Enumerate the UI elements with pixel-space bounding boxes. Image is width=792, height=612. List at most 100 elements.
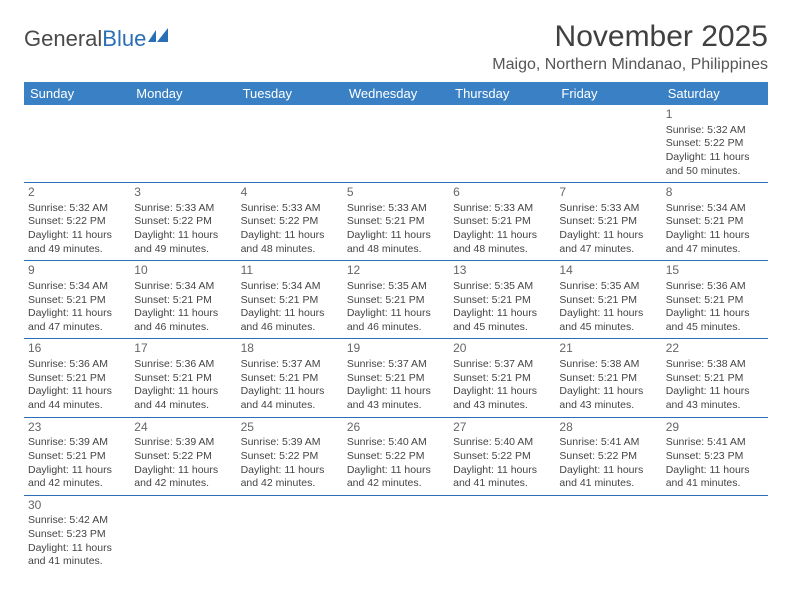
sunrise-line: Sunrise: 5:36 AM [134, 358, 232, 372]
empty-cell [343, 495, 449, 573]
sunset-line: Sunset: 5:22 PM [347, 450, 445, 464]
calendar-row: 1Sunrise: 5:32 AMSunset: 5:22 PMDaylight… [24, 105, 768, 183]
empty-cell [24, 105, 130, 183]
daylight-line: Daylight: 11 hours and 49 minutes. [28, 229, 126, 256]
weekday-header: Monday [130, 82, 236, 105]
day-number: 20 [453, 341, 551, 357]
sunset-line: Sunset: 5:21 PM [666, 294, 764, 308]
sunset-line: Sunset: 5:21 PM [559, 372, 657, 386]
daylight-line: Daylight: 11 hours and 47 minutes. [559, 229, 657, 256]
day-number: 16 [28, 341, 126, 357]
day-number: 27 [453, 420, 551, 436]
day-number: 18 [241, 341, 339, 357]
daylight-line: Daylight: 11 hours and 42 minutes. [241, 464, 339, 491]
day-cell: 15Sunrise: 5:36 AMSunset: 5:21 PMDayligh… [662, 261, 768, 339]
day-number: 4 [241, 185, 339, 201]
empty-cell [555, 495, 661, 573]
day-number: 21 [559, 341, 657, 357]
day-number: 19 [347, 341, 445, 357]
logo: GeneralBlue [24, 26, 174, 52]
day-cell: 21Sunrise: 5:38 AMSunset: 5:21 PMDayligh… [555, 339, 661, 417]
calendar-table: SundayMondayTuesdayWednesdayThursdayFrid… [24, 82, 768, 573]
day-number: 6 [453, 185, 551, 201]
daylight-line: Daylight: 11 hours and 45 minutes. [559, 307, 657, 334]
day-cell: 13Sunrise: 5:35 AMSunset: 5:21 PMDayligh… [449, 261, 555, 339]
day-cell: 6Sunrise: 5:33 AMSunset: 5:21 PMDaylight… [449, 183, 555, 261]
day-number: 24 [134, 420, 232, 436]
sunset-line: Sunset: 5:22 PM [666, 137, 764, 151]
day-cell: 14Sunrise: 5:35 AMSunset: 5:21 PMDayligh… [555, 261, 661, 339]
sunset-line: Sunset: 5:21 PM [347, 215, 445, 229]
calendar-row: 16Sunrise: 5:36 AMSunset: 5:21 PMDayligh… [24, 339, 768, 417]
day-number: 29 [666, 420, 764, 436]
empty-cell [343, 105, 449, 183]
sunset-line: Sunset: 5:22 PM [241, 215, 339, 229]
sunset-line: Sunset: 5:21 PM [559, 215, 657, 229]
day-cell: 20Sunrise: 5:37 AMSunset: 5:21 PMDayligh… [449, 339, 555, 417]
day-cell: 7Sunrise: 5:33 AMSunset: 5:21 PMDaylight… [555, 183, 661, 261]
sunset-line: Sunset: 5:21 PM [347, 294, 445, 308]
daylight-line: Daylight: 11 hours and 43 minutes. [666, 385, 764, 412]
sunrise-line: Sunrise: 5:34 AM [666, 202, 764, 216]
weekday-row: SundayMondayTuesdayWednesdayThursdayFrid… [24, 82, 768, 105]
calendar-row: 9Sunrise: 5:34 AMSunset: 5:21 PMDaylight… [24, 261, 768, 339]
sunrise-line: Sunrise: 5:40 AM [453, 436, 551, 450]
sunset-line: Sunset: 5:21 PM [559, 294, 657, 308]
day-cell: 1Sunrise: 5:32 AMSunset: 5:22 PMDaylight… [662, 105, 768, 183]
sunrise-line: Sunrise: 5:38 AM [666, 358, 764, 372]
sunrise-line: Sunrise: 5:33 AM [134, 202, 232, 216]
day-cell: 12Sunrise: 5:35 AMSunset: 5:21 PMDayligh… [343, 261, 449, 339]
daylight-line: Daylight: 11 hours and 42 minutes. [347, 464, 445, 491]
sunrise-line: Sunrise: 5:40 AM [347, 436, 445, 450]
daylight-line: Daylight: 11 hours and 41 minutes. [559, 464, 657, 491]
day-cell: 8Sunrise: 5:34 AMSunset: 5:21 PMDaylight… [662, 183, 768, 261]
day-number: 3 [134, 185, 232, 201]
weekday-header: Wednesday [343, 82, 449, 105]
sunrise-line: Sunrise: 5:33 AM [347, 202, 445, 216]
day-cell: 23Sunrise: 5:39 AMSunset: 5:21 PMDayligh… [24, 417, 130, 495]
daylight-line: Daylight: 11 hours and 43 minutes. [559, 385, 657, 412]
sunset-line: Sunset: 5:21 PM [666, 215, 764, 229]
sunrise-line: Sunrise: 5:39 AM [134, 436, 232, 450]
day-number: 10 [134, 263, 232, 279]
day-cell: 2Sunrise: 5:32 AMSunset: 5:22 PMDaylight… [24, 183, 130, 261]
sunrise-line: Sunrise: 5:33 AM [559, 202, 657, 216]
daylight-line: Daylight: 11 hours and 41 minutes. [453, 464, 551, 491]
daylight-line: Daylight: 11 hours and 45 minutes. [666, 307, 764, 334]
day-number: 26 [347, 420, 445, 436]
day-cell: 11Sunrise: 5:34 AMSunset: 5:21 PMDayligh… [237, 261, 343, 339]
sunrise-line: Sunrise: 5:37 AM [453, 358, 551, 372]
empty-cell [662, 495, 768, 573]
day-number: 9 [28, 263, 126, 279]
sunset-line: Sunset: 5:21 PM [134, 294, 232, 308]
day-cell: 17Sunrise: 5:36 AMSunset: 5:21 PMDayligh… [130, 339, 236, 417]
sunrise-line: Sunrise: 5:33 AM [241, 202, 339, 216]
sunrise-line: Sunrise: 5:42 AM [28, 514, 126, 528]
sunrise-line: Sunrise: 5:34 AM [241, 280, 339, 294]
sunset-line: Sunset: 5:21 PM [134, 372, 232, 386]
sunrise-line: Sunrise: 5:39 AM [241, 436, 339, 450]
day-cell: 4Sunrise: 5:33 AMSunset: 5:22 PMDaylight… [237, 183, 343, 261]
day-number: 30 [28, 498, 126, 514]
day-cell: 3Sunrise: 5:33 AMSunset: 5:22 PMDaylight… [130, 183, 236, 261]
day-cell: 18Sunrise: 5:37 AMSunset: 5:21 PMDayligh… [237, 339, 343, 417]
empty-cell [449, 495, 555, 573]
daylight-line: Daylight: 11 hours and 49 minutes. [134, 229, 232, 256]
daylight-line: Daylight: 11 hours and 47 minutes. [28, 307, 126, 334]
daylight-line: Daylight: 11 hours and 46 minutes. [134, 307, 232, 334]
day-number: 13 [453, 263, 551, 279]
day-cell: 22Sunrise: 5:38 AMSunset: 5:21 PMDayligh… [662, 339, 768, 417]
daylight-line: Daylight: 11 hours and 45 minutes. [453, 307, 551, 334]
day-cell: 27Sunrise: 5:40 AMSunset: 5:22 PMDayligh… [449, 417, 555, 495]
day-number: 12 [347, 263, 445, 279]
sunrise-line: Sunrise: 5:32 AM [666, 124, 764, 138]
sunrise-line: Sunrise: 5:36 AM [666, 280, 764, 294]
day-number: 15 [666, 263, 764, 279]
weekday-header: Sunday [24, 82, 130, 105]
flag-icon [148, 28, 174, 44]
sunset-line: Sunset: 5:22 PM [134, 215, 232, 229]
day-number: 25 [241, 420, 339, 436]
weekday-header: Thursday [449, 82, 555, 105]
day-number: 2 [28, 185, 126, 201]
sunset-line: Sunset: 5:22 PM [28, 215, 126, 229]
